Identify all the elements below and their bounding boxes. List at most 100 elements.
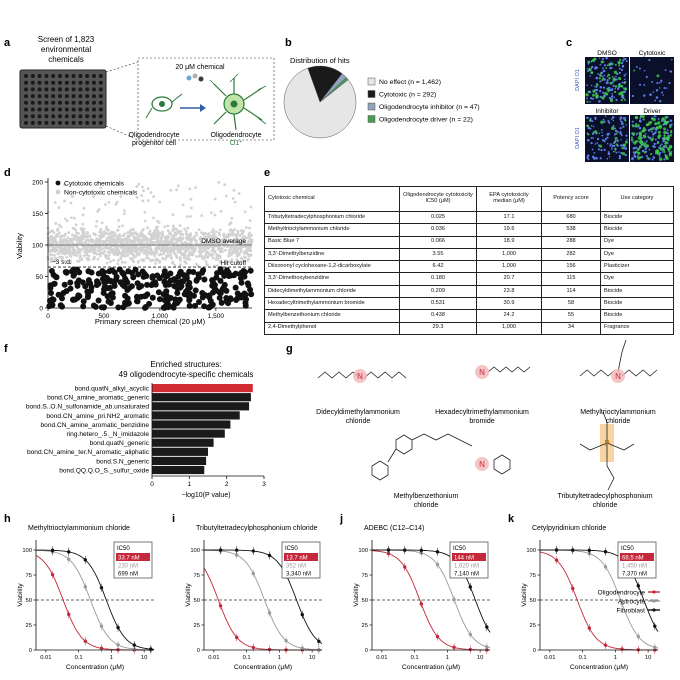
nucleus-dot: [659, 144, 662, 147]
o1-signal-dot: [630, 136, 634, 139]
y-axis-label: Viability: [185, 583, 192, 607]
o1-signal-dot: [614, 136, 618, 140]
scatter-point-noncytotoxic: [62, 243, 66, 246]
scatter-point-noncytotoxic: [116, 240, 120, 244]
o1-signal-dot: [664, 144, 668, 148]
nucleus-dot: [611, 88, 614, 91]
scatter-point-noncytotoxic: [155, 234, 158, 238]
scatter-point-noncytotoxic: [103, 241, 106, 244]
nucleus-dot: [656, 82, 659, 84]
scatter-point-noncytotoxic: [159, 232, 163, 236]
stain-label: DAPI O1: [575, 69, 581, 91]
scatter-point-cytotoxic: [100, 289, 107, 296]
micrograph-label: Cytotoxic: [639, 50, 666, 57]
scatter-point-cytotoxic: [216, 294, 223, 301]
legend-marker: [652, 608, 656, 612]
scatter-point-noncytotoxic: [60, 258, 64, 262]
nucleus-dot: [590, 137, 593, 140]
stain-label: DAPI O1: [575, 127, 581, 149]
scatter-point-cytotoxic: [190, 292, 197, 299]
well-icon: [30, 74, 35, 78]
well-icon: [92, 80, 96, 85]
scatter-point-noncytotoxic: [145, 239, 149, 243]
o1-signal-dot: [598, 144, 602, 148]
well-icon: [37, 107, 42, 112]
dose-panel-title: Methyltrioctylammonium chloride: [28, 525, 130, 532]
o1-signal-dot: [618, 92, 622, 96]
nucleus-dot: [599, 63, 602, 66]
x-tick-label: 1: [446, 655, 449, 661]
panel-label-c: c: [566, 37, 572, 49]
o1-signal-dot: [639, 115, 642, 118]
scatter-point-noncytotoxic: [204, 260, 208, 263]
panel-label-f: f: [4, 343, 8, 355]
scatter-point-noncytotoxic: [205, 235, 209, 239]
o1-signal-dot: [595, 95, 599, 99]
scatter-point-noncytotoxic: [155, 239, 159, 243]
nucleus-dot: [659, 99, 662, 103]
scatter-point-noncytotoxic: [250, 233, 254, 237]
nucleus-dot: [610, 118, 613, 120]
oligo-label-1: Oligodendrocyte: [211, 132, 262, 139]
scatter-point-noncytotoxic: [195, 255, 198, 258]
table-row: Tributyltetradecylphosphonium chloride 0.…: [264, 210, 674, 225]
o1-signal-dot: [663, 134, 666, 137]
scatter-point-noncytotoxic: [212, 250, 216, 254]
nucleus-dot: [597, 148, 600, 151]
scatter-point-noncytotoxic: [52, 248, 56, 251]
scatter-point-noncytotoxic: [181, 203, 185, 207]
scatter-point-cytotoxic: [144, 281, 151, 288]
nucleus-dot: [605, 81, 608, 85]
nucleus-dot: [614, 150, 617, 152]
nucleus-dot: [649, 93, 652, 96]
scatter-point-noncytotoxic: [209, 236, 213, 239]
scatter-point-noncytotoxic: [123, 209, 126, 213]
bar-chart-subtitle: 49 oligodendrocyte-specific chemicals: [119, 370, 254, 379]
scatter-point-noncytotoxic: [104, 232, 108, 235]
o1-signal-dot: [655, 126, 659, 129]
bar-category-label: bond.CN_amine_pri.NH2_aromatic: [46, 413, 149, 420]
scatter-point-noncytotoxic: [108, 251, 112, 255]
table-cell: Biocide: [600, 223, 674, 237]
scatter-point-noncytotoxic: [184, 260, 187, 264]
nucleus-dot: [602, 86, 606, 89]
o1-signal-dot: [619, 58, 622, 61]
o1-signal-dot: [650, 152, 653, 156]
table-cell: Fragrance: [600, 321, 674, 335]
scatter-point-noncytotoxic: [152, 241, 155, 244]
scatter-point-noncytotoxic: [129, 257, 132, 260]
o1-signal-dot: [611, 62, 614, 65]
scatter-point-cytotoxic: [70, 296, 77, 303]
nucleus-dot: [590, 84, 593, 87]
scatter-point-noncytotoxic: [54, 259, 58, 263]
o1-signal-dot: [646, 156, 650, 160]
scatter-point-noncytotoxic: [100, 247, 104, 251]
bar-2: [152, 402, 250, 411]
o1-signal-dot: [586, 100, 589, 103]
table-cell: 115: [541, 272, 601, 286]
scatter-point-noncytotoxic: [224, 259, 227, 263]
ic50-label: IC50: [285, 546, 298, 552]
table-header-cell: Cytotoxic chemical: [264, 186, 400, 212]
well-icon: [30, 114, 35, 119]
scatter-point-cytotoxic: [223, 270, 230, 277]
scatter-point-noncytotoxic: [183, 227, 186, 231]
nucleus-dot: [634, 155, 637, 158]
nucleus-dot: [666, 129, 669, 132]
ic50-label: IC50: [453, 546, 466, 552]
scatter-point-noncytotoxic: [119, 195, 123, 198]
well-icon: [71, 100, 76, 105]
scatter-point-noncytotoxic: [63, 247, 67, 250]
scatter-point-noncytotoxic: [69, 201, 73, 205]
scatter-point-noncytotoxic: [246, 248, 250, 252]
scatter-point-noncytotoxic: [200, 254, 204, 258]
nucleus-dot: [638, 126, 642, 130]
scatter-point-noncytotoxic: [206, 263, 210, 267]
nucleus-dot: [618, 67, 621, 70]
micrograph-label-bg: [630, 106, 674, 115]
scatter-point-noncytotoxic: [112, 258, 115, 262]
o1-signal-dot: [614, 140, 617, 144]
bar-category-label: bond.CN_amine_aromatic_benzidine: [41, 422, 150, 429]
nucleus-dot: [645, 154, 648, 157]
scatter-point-noncytotoxic: [194, 186, 197, 189]
